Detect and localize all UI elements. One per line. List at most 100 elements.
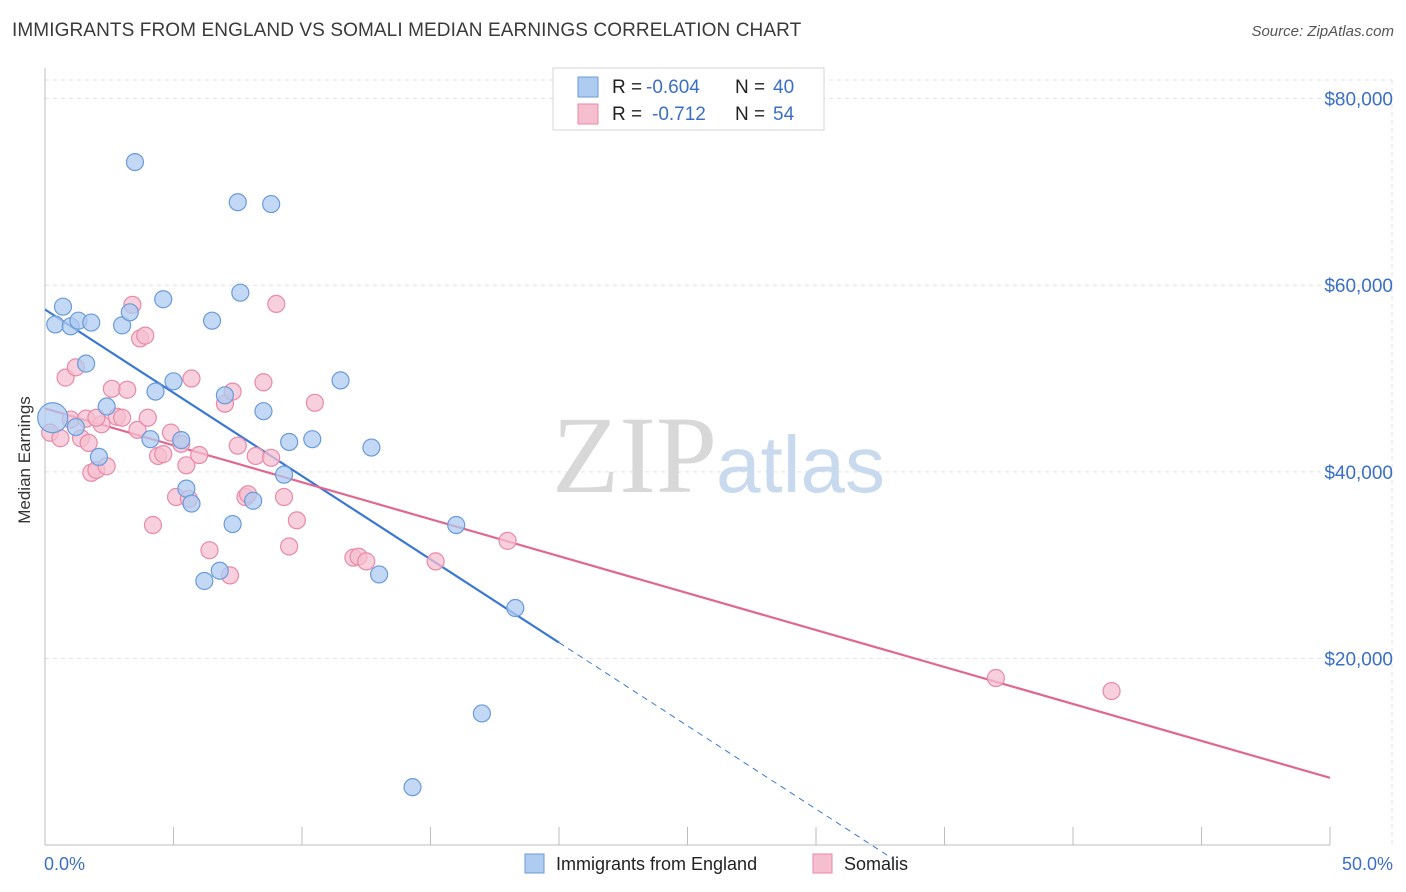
y-tick-label-1: $40,000: [1324, 463, 1393, 484]
point-england-37: [506, 598, 525, 618]
point-somalis-50: [498, 531, 517, 550]
point-england-36: [472, 704, 491, 723]
point-england-19: [195, 571, 214, 591]
legend-n-value-2: 54: [773, 104, 795, 125]
point-somalis-53: [87, 408, 106, 427]
point-somalis-48: [357, 552, 376, 571]
point-somalis-49: [426, 552, 445, 571]
trend-line-england-extension: [558, 642, 894, 860]
y-tick-label-3: $80,000: [1324, 90, 1393, 111]
point-england-11: [125, 152, 145, 172]
point-england-27: [254, 402, 273, 421]
point-england-31: [303, 430, 322, 449]
point-england-39: [66, 417, 85, 437]
point-england-28: [262, 194, 281, 214]
point-england-16: [172, 431, 191, 450]
y-tick-label-0: $20,000: [1324, 649, 1393, 670]
legend-r-value-1: -0.604: [646, 77, 700, 98]
point-somalis-30: [190, 445, 209, 465]
point-england-22: [215, 386, 234, 405]
point-england-35: [447, 515, 466, 535]
point-somalis-40: [262, 448, 281, 467]
point-england-0: [37, 402, 69, 434]
point-somalis-45: [305, 393, 324, 412]
point-england-24: [228, 193, 247, 212]
point-england-13: [146, 382, 165, 401]
point-somalis-15: [118, 380, 137, 399]
point-somalis-29: [182, 369, 201, 388]
x-tick-label-1: 50.0%: [1342, 854, 1393, 874]
point-somalis-23: [154, 445, 173, 464]
point-somalis-41: [267, 294, 286, 314]
trend-line-somalis: [44, 407, 1331, 779]
point-england-20: [202, 311, 222, 330]
chart-title: IMMIGRANTS FROM ENGLAND VS SOMALI MEDIAN…: [12, 20, 802, 41]
point-england-15: [164, 372, 183, 391]
point-somalis-51: [986, 668, 1006, 688]
point-england-5: [77, 354, 96, 373]
series-legend: Immigrants from England Somalis: [524, 853, 908, 874]
point-somalis-14: [112, 408, 132, 427]
legend-r-label-1: R =: [612, 77, 642, 98]
trend-line-england: [44, 308, 560, 644]
x-tick-label-0: 0.0%: [44, 854, 85, 874]
point-england-10: [120, 303, 139, 322]
point-england-32: [331, 371, 350, 390]
series-legend-swatch-england: [524, 853, 545, 874]
point-england-21: [210, 561, 229, 580]
point-somalis-39: [254, 373, 273, 392]
point-somalis-42: [274, 487, 294, 507]
point-somalis-20: [138, 408, 157, 427]
series-legend-label-somalis: Somalis: [844, 854, 908, 874]
legend-n-value-1: 40: [773, 77, 794, 98]
point-england-12: [141, 430, 160, 449]
point-somalis-17: [128, 420, 147, 439]
watermark-zip: ZIP: [552, 394, 717, 516]
data-points: [37, 152, 1121, 797]
point-somalis-7: [79, 433, 98, 453]
point-england-2: [53, 297, 73, 316]
point-england-23: [223, 514, 242, 534]
point-england-8: [97, 397, 116, 416]
point-somalis-35: [228, 436, 247, 455]
point-england-18: [182, 494, 201, 513]
point-england-6: [82, 313, 101, 332]
point-england-33: [362, 438, 381, 457]
point-england-1: [46, 315, 65, 334]
legend-r-value-2: -0.712: [652, 104, 706, 125]
watermark: ZIP atlas: [552, 394, 885, 516]
chart-source: Source: ZipAtlas.com: [1251, 23, 1394, 40]
trend-lines: [44, 308, 1331, 860]
correlation-legend: R = -0.604 N = 40 R = -0.712 N = 54: [552, 67, 825, 131]
point-england-29: [274, 465, 294, 484]
axes: [44, 68, 1331, 846]
point-england-25: [231, 283, 250, 302]
point-england-26: [244, 491, 263, 510]
legend-r-label-2: R =: [612, 104, 642, 125]
y-tick-labels: $20,000 $40,000 $60,000 $80,000: [1324, 90, 1393, 671]
series-legend-swatch-somalis: [812, 853, 833, 874]
point-somalis-19: [136, 326, 155, 345]
point-somalis-27: [177, 456, 196, 475]
legend-swatch-england: [577, 76, 599, 98]
watermark-atlas: atlas: [716, 420, 885, 509]
y-tick-label-2: $60,000: [1324, 276, 1393, 297]
x-tick-labels: 0.0% 50.0%: [44, 854, 1393, 874]
point-somalis-21: [143, 515, 163, 535]
legend-swatch-somalis: [577, 103, 599, 125]
point-england-38: [403, 778, 422, 797]
point-england-34: [370, 565, 389, 584]
point-england-7: [89, 447, 109, 467]
legend-n-label-1: N =: [735, 77, 765, 98]
point-somalis-31: [200, 541, 219, 560]
point-england-14: [154, 290, 173, 309]
legend-n-label-2: N =: [735, 104, 765, 125]
point-somalis-43: [280, 537, 299, 556]
series-legend-label-england: Immigrants from England: [556, 854, 757, 874]
point-somalis-12: [102, 379, 121, 398]
point-somalis-38: [246, 446, 265, 466]
point-england-30: [280, 432, 299, 452]
y-axis-label: Median Earnings: [15, 396, 34, 524]
point-somalis-44: [287, 511, 306, 530]
